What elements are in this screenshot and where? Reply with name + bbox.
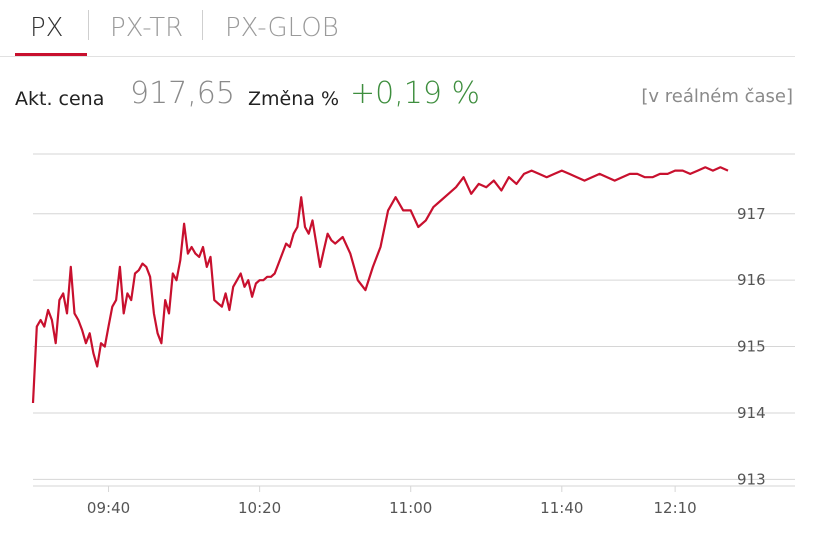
x-tick-label: 10:20 — [238, 499, 281, 517]
y-tick-label: 915 — [737, 338, 766, 356]
y-tick-label: 914 — [737, 404, 766, 422]
active-tab-indicator — [15, 53, 87, 56]
x-tick-label: 11:40 — [540, 499, 583, 517]
tab-divider — [202, 10, 203, 40]
y-tick-label: 913 — [737, 470, 766, 488]
tab-divider — [88, 10, 89, 40]
quote-summary: Akt. cena 917,65 Změna % +0,19 % [v reál… — [0, 76, 815, 116]
y-tick-label: 917 — [737, 205, 766, 223]
price-label: Akt. cena — [15, 88, 105, 110]
tab-px-tr[interactable]: PX-TR — [110, 13, 184, 43]
y-tick-label: 916 — [737, 271, 766, 289]
change-label: Změna % — [248, 88, 339, 110]
change-percent: +0,19 % — [350, 76, 480, 111]
price-chart: 913 914 915 916 917 09:40 10:20 11:00 11:40 12:1… — [31, 153, 795, 517]
tab-px-glob[interactable]: PX-GLOB — [225, 13, 339, 43]
tab-px[interactable]: PX — [30, 13, 64, 43]
y-axis-ticks: 913 914 915 916 917 — [737, 205, 766, 489]
x-tick-label: 09:40 — [87, 499, 130, 517]
current-price: 917,65 — [130, 76, 235, 111]
price-series-line — [31, 166, 729, 404]
x-tick-label: 11:00 — [389, 499, 432, 517]
x-axis-ticks: 09:40 10:20 11:00 11:40 12:10 — [87, 486, 697, 517]
chart-grid — [33, 153, 795, 487]
realtime-indicator: [v reálném čase] — [641, 86, 793, 107]
x-tick-label: 12:10 — [654, 499, 697, 517]
index-tabs: PX PX-TR PX-GLOB — [0, 0, 795, 57]
